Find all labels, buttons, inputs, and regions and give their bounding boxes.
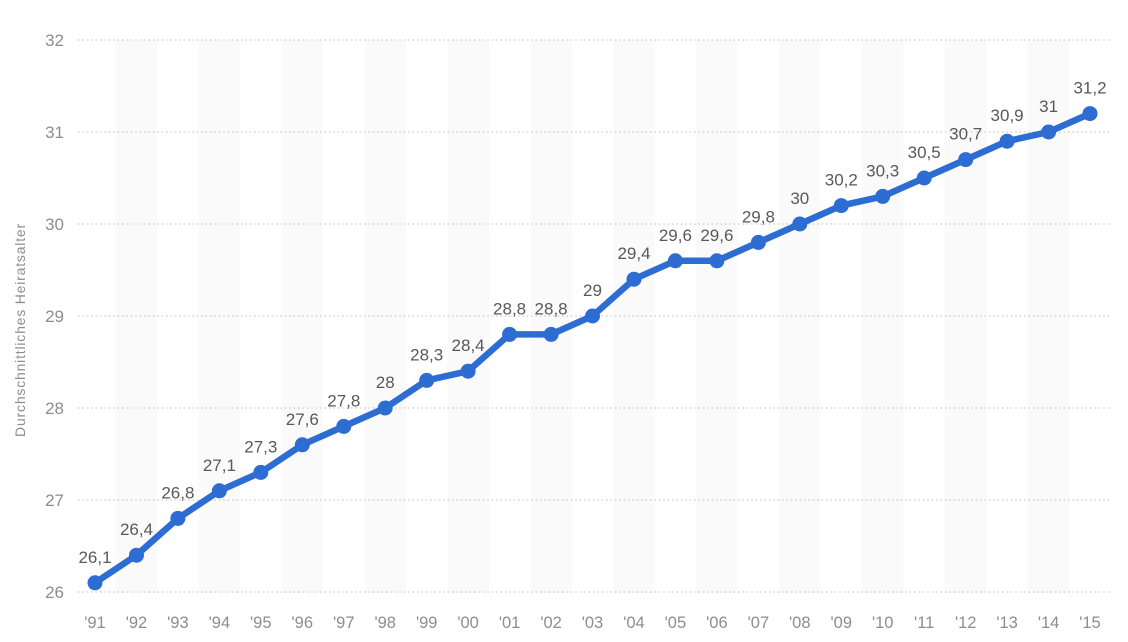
x-tick-label: '97 <box>333 614 355 632</box>
x-tick-label: '01 <box>499 614 521 632</box>
x-tick-label: '07 <box>748 614 770 632</box>
data-point[interactable] <box>460 363 476 379</box>
background-band <box>530 40 572 593</box>
y-tick-label: 28 <box>45 399 64 418</box>
data-point[interactable] <box>833 198 849 214</box>
data-label: 27,6 <box>286 410 319 429</box>
y-tick-label: 32 <box>45 31 64 50</box>
y-tick-label: 26 <box>45 583 64 602</box>
data-point[interactable] <box>294 437 310 453</box>
y-tick-label: 29 <box>45 307 64 326</box>
data-point[interactable] <box>585 308 600 324</box>
data-label: 30,3 <box>866 161 899 180</box>
x-tick-label: '03 <box>582 614 604 632</box>
data-point[interactable] <box>129 547 144 563</box>
data-label: 31,2 <box>1073 79 1106 98</box>
y-tick-label: 27 <box>45 491 64 510</box>
data-point[interactable] <box>1041 124 1057 140</box>
data-point[interactable] <box>916 170 932 186</box>
data-label: 29 <box>583 281 602 300</box>
data-point[interactable] <box>211 483 227 499</box>
x-tick-label: '13 <box>996 614 1018 632</box>
x-tick-label: '11 <box>914 614 934 632</box>
series-line <box>91 110 1094 587</box>
background-band <box>447 40 489 593</box>
data-label: 28 <box>376 373 395 392</box>
x-tick-label: '02 <box>540 614 562 632</box>
x-tick-label: '12 <box>955 614 977 632</box>
data-point[interactable] <box>750 234 766 250</box>
data-point[interactable] <box>336 418 352 434</box>
data-label: 30,5 <box>908 143 941 162</box>
data-label: 29,6 <box>700 226 733 245</box>
data-label: 30,9 <box>991 106 1024 125</box>
y-axis-title: Durchschnittliches Heiratsalter <box>12 223 28 437</box>
data-label: 28,8 <box>493 299 526 318</box>
data-point[interactable] <box>958 152 974 168</box>
data-label: 27,1 <box>203 456 236 475</box>
data-point[interactable] <box>667 253 683 269</box>
data-label: 27,3 <box>244 437 277 456</box>
data-point[interactable] <box>792 216 808 232</box>
y-tick-label: 31 <box>45 123 64 142</box>
x-tick-label: '08 <box>789 614 811 632</box>
x-tick-label: '15 <box>1079 614 1101 632</box>
data-label: 26,1 <box>78 548 111 567</box>
data-label: 29,6 <box>659 226 692 245</box>
data-label: 28,4 <box>452 336 485 355</box>
x-tick-label: '94 <box>209 614 231 632</box>
data-point[interactable] <box>253 464 269 480</box>
x-tick-label: '00 <box>457 614 479 632</box>
y-tick-label: 30 <box>45 215 64 234</box>
data-point[interactable] <box>709 253 725 269</box>
data-point[interactable] <box>1082 106 1098 122</box>
data-point[interactable] <box>999 133 1015 149</box>
data-point[interactable] <box>87 575 103 591</box>
background-band <box>364 40 406 593</box>
x-tick-label: '92 <box>126 614 148 632</box>
x-tick-label: '98 <box>374 614 396 632</box>
x-tick-label: '14 <box>1038 614 1060 632</box>
data-label: 27,8 <box>327 391 360 410</box>
data-label: 30,2 <box>825 171 858 190</box>
x-tick-label: '04 <box>623 614 645 632</box>
data-label: 28,3 <box>410 345 443 364</box>
x-tick-label: '06 <box>706 614 728 632</box>
data-point[interactable] <box>543 326 559 342</box>
x-tick-label: '05 <box>665 614 687 632</box>
x-tick-label: '10 <box>872 614 894 632</box>
data-point[interactable] <box>419 372 435 388</box>
data-point[interactable] <box>626 271 642 287</box>
data-label: 26,8 <box>161 483 194 502</box>
data-label: 30 <box>790 189 809 208</box>
data-point[interactable] <box>875 188 891 204</box>
x-tick-label: '99 <box>416 614 438 632</box>
data-label: 29,8 <box>742 207 775 226</box>
background-band <box>944 40 987 593</box>
data-point[interactable] <box>377 400 393 416</box>
x-tick-label: '93 <box>167 614 189 632</box>
data-label: 30,7 <box>949 125 982 144</box>
data-point[interactable] <box>170 510 186 526</box>
x-tick-label: '91 <box>84 614 106 632</box>
data-label: 28,8 <box>535 299 568 318</box>
x-tick-label: '96 <box>292 614 314 632</box>
data-label: 26,4 <box>120 520 153 539</box>
data-label: 29,4 <box>617 244 650 263</box>
x-tick-label: '95 <box>250 614 272 632</box>
x-tick-label: '09 <box>831 614 853 632</box>
data-label: 31 <box>1039 97 1058 116</box>
data-point[interactable] <box>502 326 518 342</box>
